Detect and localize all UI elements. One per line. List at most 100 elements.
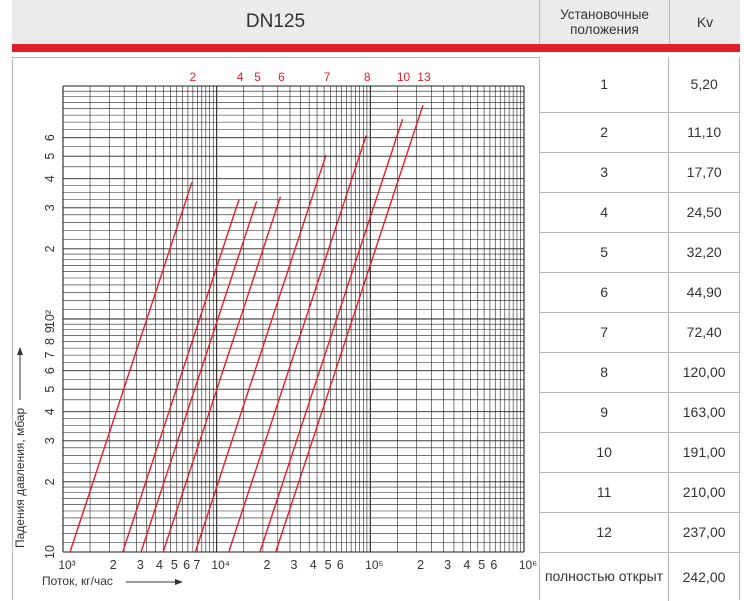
series-line-4 bbox=[122, 198, 240, 553]
table-row: 1 5,20 bbox=[540, 57, 739, 113]
y-tick-label: 4 bbox=[43, 408, 57, 415]
x-axis-arrowhead bbox=[175, 579, 183, 585]
series-line-2 bbox=[69, 182, 193, 553]
chart-tick-labels: 10³ 2 3 4 5 6 7 10⁴ 2 3 4 5 6 10⁵ 2 3 4 5 6 10⁶102345678910… bbox=[43, 134, 537, 572]
kv-cell: 5,20 bbox=[668, 57, 739, 112]
kv-cell: 24,50 bbox=[668, 192, 739, 232]
x-tick-label: 2 bbox=[417, 558, 424, 572]
y-tick-label: 6 bbox=[43, 134, 57, 141]
x-tick-label: 6 bbox=[490, 558, 497, 572]
column-header-kv: Kv bbox=[669, 0, 740, 44]
accent-bar bbox=[12, 44, 740, 52]
y-tick-label: 3 bbox=[43, 204, 57, 211]
kv-cell: 210,00 bbox=[668, 472, 739, 512]
y-tick-label: 5 bbox=[43, 153, 57, 160]
series-label-7: 7 bbox=[324, 70, 331, 84]
x-tick-label: 5 bbox=[478, 558, 485, 572]
position-cell: 10 bbox=[596, 443, 612, 460]
x-tick-label: 4 bbox=[156, 558, 163, 572]
series-line-13 bbox=[275, 105, 424, 553]
x-tick-label: 7 bbox=[193, 558, 200, 572]
series-line-6 bbox=[162, 196, 282, 553]
kv-cell: 32,20 bbox=[668, 232, 739, 272]
y-tick-label: 8 bbox=[43, 338, 57, 345]
series-label-5: 5 bbox=[254, 70, 261, 84]
kv-cell: 120,00 bbox=[668, 352, 739, 392]
x-tick-label: 4 bbox=[463, 558, 470, 572]
series-label-4: 4 bbox=[237, 70, 244, 84]
kv-cell: 11,10 bbox=[668, 112, 739, 152]
position-cell: 4 bbox=[600, 203, 609, 220]
table-row: 7 72,40 bbox=[540, 312, 739, 353]
position-cell: 7 bbox=[600, 323, 609, 340]
column-header-position: Установочные положения bbox=[539, 0, 669, 44]
kv-cell: 242,00 bbox=[668, 552, 739, 601]
chart-panel bbox=[12, 57, 539, 600]
position-cell: 1 bbox=[600, 75, 609, 92]
table-row: 11 210,00 bbox=[540, 472, 739, 513]
position-cell: 12 bbox=[596, 523, 612, 540]
x-tick-label: 5 bbox=[325, 558, 332, 572]
series-label-13: 13 bbox=[417, 70, 431, 84]
series-line-7 bbox=[194, 154, 327, 553]
y-tick-label: 2 bbox=[43, 245, 57, 252]
kv-cell: 72,40 bbox=[668, 312, 739, 352]
table-row: полностью открыт 242,00 bbox=[540, 552, 739, 601]
x-tick-label: 6 bbox=[183, 558, 190, 572]
x-tick-label: 5 bbox=[171, 558, 178, 572]
x-tick-label: 10⁴ bbox=[211, 558, 230, 572]
kv-table: 1 5,20 2 11,10 3 17,70 4 24,50 5 32,20 6 44,90 7 72,4… bbox=[539, 57, 740, 601]
table-row: 2 11,10 bbox=[540, 112, 739, 153]
position-cell: 3 bbox=[600, 163, 609, 180]
y-tick-label: 3 bbox=[43, 437, 57, 444]
position-cell: 9 bbox=[600, 403, 609, 420]
table-row: 9 163,00 bbox=[540, 392, 739, 433]
y-tick-label: 10² bbox=[43, 310, 57, 328]
position-cell: 2 bbox=[600, 123, 609, 140]
position-cell: 11 bbox=[596, 483, 612, 500]
kv-cell: 191,00 bbox=[668, 432, 739, 472]
position-cell: 5 bbox=[600, 243, 609, 260]
x-tick-label: 2 bbox=[110, 558, 117, 572]
series-label-10: 10 bbox=[397, 70, 411, 84]
x-tick-label: 4 bbox=[310, 558, 317, 572]
x-tick-label: 10³ bbox=[58, 558, 75, 572]
y-tick-label: 9 bbox=[43, 326, 57, 333]
series-label-6: 6 bbox=[278, 70, 285, 84]
position-cell: полностью открыт bbox=[544, 568, 664, 584]
table-row: 6 44,90 bbox=[540, 272, 739, 313]
series-label-2: 2 bbox=[190, 70, 197, 84]
x-tick-label: 2 bbox=[263, 558, 270, 572]
y-tick-label: 10 bbox=[43, 545, 57, 559]
x-tick-label: 10⁶ bbox=[519, 558, 537, 572]
kv-cell: 163,00 bbox=[668, 392, 739, 432]
series-line-8 bbox=[228, 135, 367, 553]
table-row: 4 24,50 bbox=[540, 192, 739, 233]
x-tick-label: 3 bbox=[291, 558, 298, 572]
chart-grid-major bbox=[62, 85, 525, 553]
x-tick-label: 3 bbox=[137, 558, 144, 572]
y-axis-label: Падения давления, мбар bbox=[13, 408, 27, 548]
position-cell: 8 bbox=[600, 363, 609, 380]
chart-title: DN125 bbox=[12, 0, 539, 44]
x-axis-label: Поток, кг/час bbox=[42, 574, 113, 588]
kv-cell: 17,70 bbox=[668, 152, 739, 192]
series-line-10 bbox=[259, 119, 404, 553]
table-row: 12 237,00 bbox=[540, 512, 739, 553]
table-row: 5 32,20 bbox=[540, 232, 739, 273]
y-tick-label: 7 bbox=[43, 352, 57, 359]
series-label-8: 8 bbox=[364, 70, 371, 84]
y-axis-arrowhead bbox=[17, 347, 23, 355]
y-tick-label: 5 bbox=[43, 386, 57, 393]
kv-cell: 44,90 bbox=[668, 272, 739, 312]
y-tick-label: 6 bbox=[43, 367, 57, 374]
x-tick-label: 10⁵ bbox=[365, 558, 383, 572]
table-row: 8 120,00 bbox=[540, 352, 739, 393]
x-tick-label: 3 bbox=[444, 558, 451, 572]
kv-cell: 237,00 bbox=[668, 512, 739, 552]
series-line-5 bbox=[140, 201, 258, 553]
position-cell: 6 bbox=[600, 283, 609, 300]
y-tick-label: 2 bbox=[43, 478, 57, 485]
